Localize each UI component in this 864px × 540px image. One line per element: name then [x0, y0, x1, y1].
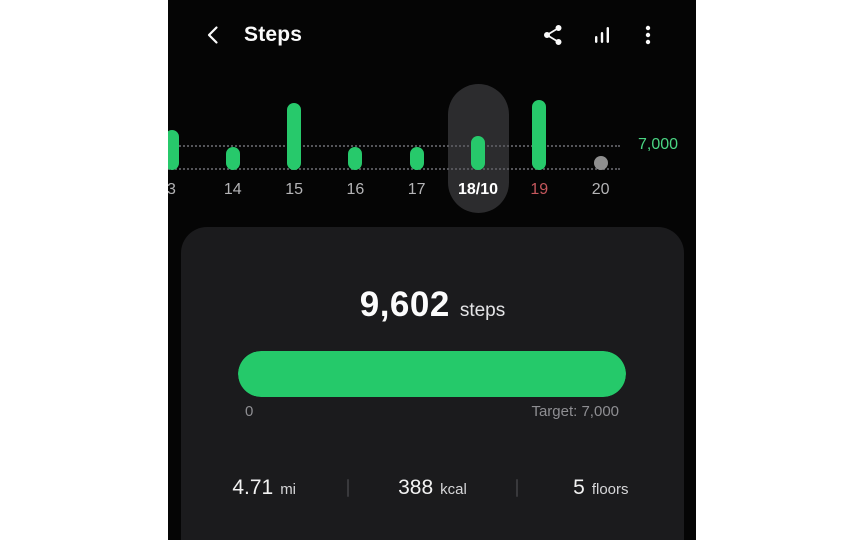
- chart-day-bar[interactable]: [471, 136, 485, 170]
- metric-divider: [347, 479, 350, 497]
- progress-target-label: Target: 7,000: [531, 403, 619, 420]
- progress-fill: [238, 351, 626, 397]
- calories-unit: kcal: [440, 481, 467, 498]
- target-value-label: 7,000: [637, 136, 679, 153]
- page-title: Steps: [244, 23, 303, 46]
- more-options-button[interactable]: [628, 15, 668, 55]
- chart-day-rest-dot[interactable]: [593, 156, 608, 170]
- steps-count: 9,602: [359, 285, 450, 324]
- chart-day-label[interactable]: 19: [530, 181, 549, 198]
- distance-value: 4.71: [232, 476, 274, 499]
- chart-day-label[interactable]: 16: [346, 181, 365, 198]
- daily-summary-card: 9,602 steps 0 Target: 7,000 4.71 mi 388 …: [181, 227, 684, 540]
- header: Steps: [168, 0, 696, 70]
- floors-value: 5: [573, 476, 585, 499]
- chart-day-bar[interactable]: [168, 130, 179, 170]
- baseline-gridline: [168, 168, 620, 170]
- share-button[interactable]: [533, 15, 573, 55]
- steps-chart: 7,000 3 14 15 16 17 18/10 19 20: [168, 0, 696, 225]
- chart-day-bar[interactable]: [348, 147, 363, 170]
- steps-screen: Steps: [168, 0, 696, 540]
- steps-summary: 9,602 steps: [181, 285, 684, 325]
- distance-unit: mi: [280, 481, 297, 498]
- floors-unit: floors: [591, 481, 629, 498]
- bar-chart-icon: [590, 23, 614, 47]
- chart-day-label[interactable]: 15: [285, 181, 303, 198]
- progress-start-label: 0: [245, 403, 254, 420]
- metric-divider: [515, 479, 518, 497]
- chart-day-label[interactable]: 17: [407, 181, 426, 198]
- kebab-menu-icon: [636, 23, 660, 47]
- floors-metric: 5 floors: [518, 476, 684, 500]
- chart-day-label[interactable]: 14: [223, 181, 242, 198]
- chart-day-bar[interactable]: [287, 103, 302, 170]
- chart-day-label[interactable]: 18/10: [457, 181, 499, 198]
- steps-unit-label: steps: [459, 300, 506, 321]
- chevron-left-icon: [202, 23, 226, 47]
- distance-metric: 4.71 mi: [181, 476, 347, 500]
- chart-day-label[interactable]: 3: [168, 181, 176, 198]
- target-gridline: [168, 145, 620, 147]
- chart-day-label[interactable]: 20: [591, 181, 610, 198]
- steps-progress-bar: [238, 351, 626, 397]
- calories-value: 388: [398, 476, 434, 499]
- metrics-row: 4.71 mi 388 kcal 5 floors: [181, 467, 684, 509]
- chart-day-bar[interactable]: [225, 147, 240, 170]
- share-icon: [541, 23, 565, 47]
- progress-labels: 0 Target: 7,000: [245, 403, 619, 420]
- chart-day-bar[interactable]: [532, 100, 547, 170]
- calories-metric: 388 kcal: [349, 476, 515, 500]
- back-button[interactable]: [194, 15, 234, 55]
- chart-view-button[interactable]: [582, 15, 622, 55]
- chart-day-bar[interactable]: [409, 147, 424, 170]
